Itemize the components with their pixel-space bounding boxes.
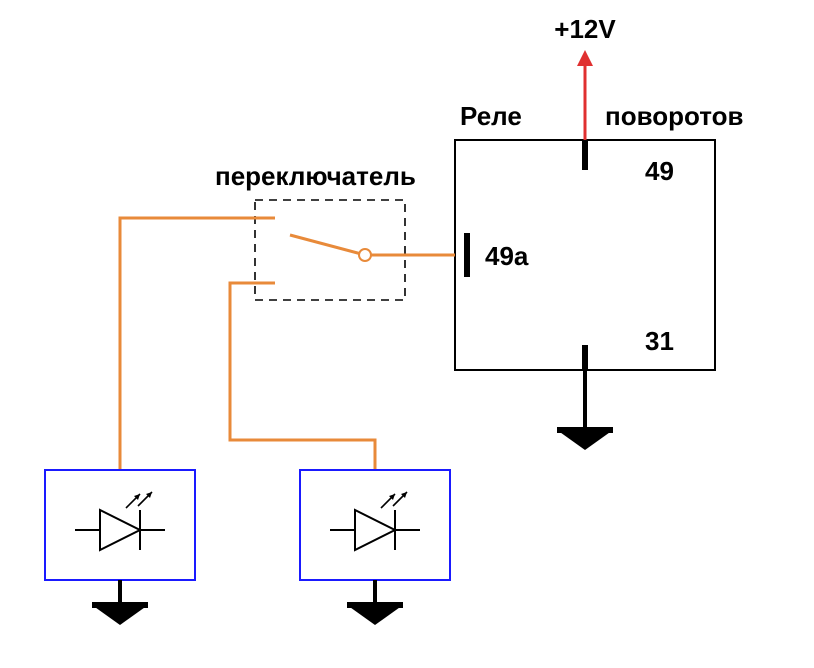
- ground-led-right: [347, 580, 403, 625]
- led-box-right: [300, 470, 450, 580]
- wire-switch-upper-to-left-led: [120, 218, 255, 470]
- switch-title: переключатель: [215, 161, 416, 191]
- pin-49-label: 49: [645, 156, 674, 186]
- switch-arm: [290, 235, 365, 255]
- ground-relay: [557, 400, 613, 450]
- voltage-label: +12V: [554, 14, 616, 44]
- circuit-diagram: Реле поворотов 49 49a 31 +12V переключатель: [0, 0, 814, 668]
- ground-led-left: [92, 580, 148, 625]
- switch-pivot-node: [359, 249, 371, 261]
- led-box-left: [45, 470, 195, 580]
- relay-title-right: поворотов: [605, 101, 743, 131]
- switch-box: [255, 200, 405, 300]
- relay-title-left: Реле: [460, 101, 522, 131]
- wire-switch-lower-to-right-led: [230, 283, 375, 470]
- pin-31-label: 31: [645, 326, 674, 356]
- arrow-12v: [577, 50, 593, 66]
- pin-49a-label: 49a: [485, 241, 529, 271]
